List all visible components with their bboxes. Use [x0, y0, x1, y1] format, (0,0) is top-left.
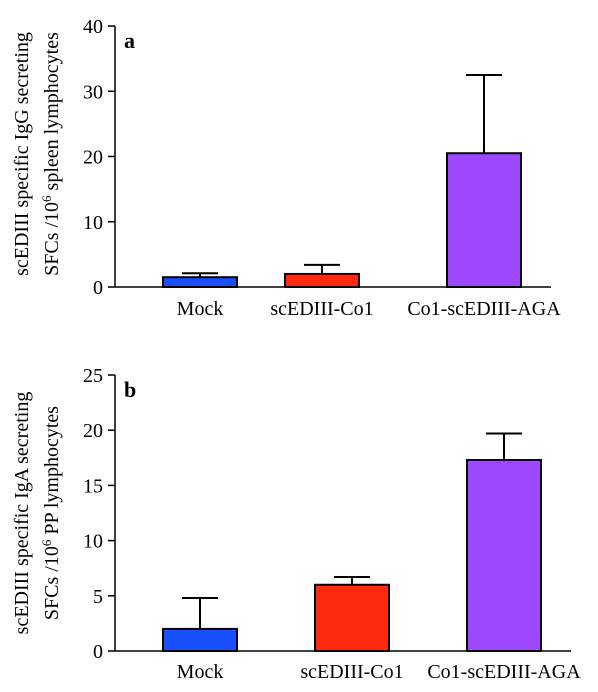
x-tick-label: Mock [177, 661, 224, 683]
x-tick-label: scEDIII-Co1 [300, 661, 403, 683]
bar-scediii-co1 [284, 272, 360, 289]
y-axis-label: scEDIII specific IgG secreting [11, 32, 33, 276]
y-tick-label: 5 [93, 586, 103, 608]
panel-label: b [124, 377, 136, 402]
y-tick-label: 0 [93, 641, 103, 663]
y-axis-label-units: SFCs /106 spleen lymphocytes [39, 32, 63, 276]
chart-panel-b: 0 5 10 15 20 25 Mock scEDIII-Co1 Co1-scEDIII-AGA… [11, 365, 581, 683]
chart-panel-a: 0 10 20 30 40 Mock scEDIII-Co1 Co1-scEDIII-AGA a… [11, 16, 561, 320]
y-tick-label: 20 [83, 420, 103, 442]
y-axis-label: scEDIII specific IgA secreting [11, 392, 33, 635]
y-axis-label-units: SFCs /106 PP lymphocytes [39, 406, 63, 620]
y-tick-label: 0 [93, 277, 103, 299]
y-tick-label: 10 [83, 212, 103, 234]
x-tick-label: Co1-scEDIII-AGA [407, 298, 561, 320]
x-tick-label: Co1-scEDIII-AGA [427, 661, 581, 683]
y-tick-label: 25 [83, 365, 103, 387]
y-tick-label: 40 [83, 16, 103, 38]
bar-mock [162, 627, 238, 652]
y-tick-label: 15 [83, 475, 103, 497]
bar-scediii-co1 [314, 583, 390, 653]
panel-label: a [124, 28, 135, 53]
y-tick-label: 10 [83, 531, 103, 553]
y-tick-label: 20 [83, 147, 103, 169]
y-tick-label: 30 [83, 81, 103, 103]
bar-co1-scediii-aga [466, 459, 542, 652]
x-tick-label: Mock [177, 298, 224, 320]
bar-mock [162, 276, 238, 288]
x-tick-label: scEDIII-Co1 [270, 298, 373, 320]
bar-co1-scediii-aga [446, 152, 522, 288]
